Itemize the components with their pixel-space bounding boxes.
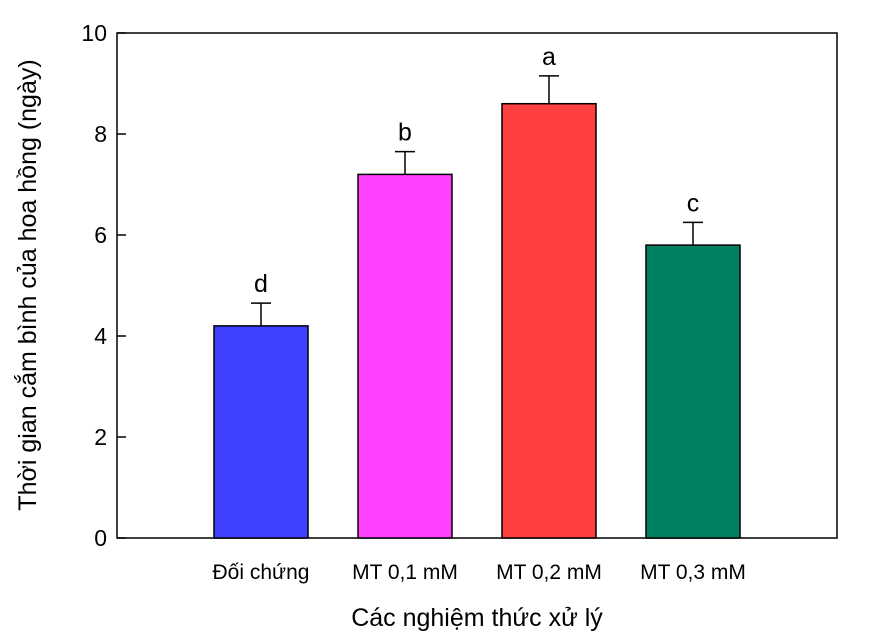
y-tick-label: 0 — [94, 525, 107, 551]
y-tick-label: 10 — [81, 20, 107, 46]
x-category-label: MT 0,1 mM — [352, 561, 458, 584]
y-tick-label: 4 — [94, 323, 107, 349]
plot-frame — [116, 32, 838, 539]
bar — [645, 244, 741, 539]
bar — [213, 325, 309, 539]
y-tick-label: 2 — [94, 424, 107, 450]
y-tick-label: 8 — [94, 121, 107, 147]
bars-layer: d b a c — [213, 43, 741, 539]
y-tick-label: 6 — [94, 222, 107, 248]
significance-label: a — [542, 43, 556, 71]
significance-label: b — [398, 119, 412, 147]
significance-label: d — [254, 270, 268, 298]
bar — [357, 173, 453, 539]
x-category-label: Đối chứng — [213, 561, 310, 584]
significance-label: c — [687, 189, 700, 217]
y-axis-title: Thời gian cắm bình của hoa hồng (ngày) — [13, 59, 42, 510]
x-axis-title: Các nghiệm thức xử lý — [351, 604, 603, 632]
y-axis: 0 2 4 6 8 10 — [81, 20, 126, 551]
x-axis: Đối chứng MT 0,1 mM MT 0,2 mM MT 0,3 mM — [213, 561, 746, 584]
x-category-label: MT 0,3 mM — [640, 561, 746, 584]
x-category-label: MT 0,2 mM — [496, 561, 602, 584]
bar — [501, 102, 597, 539]
